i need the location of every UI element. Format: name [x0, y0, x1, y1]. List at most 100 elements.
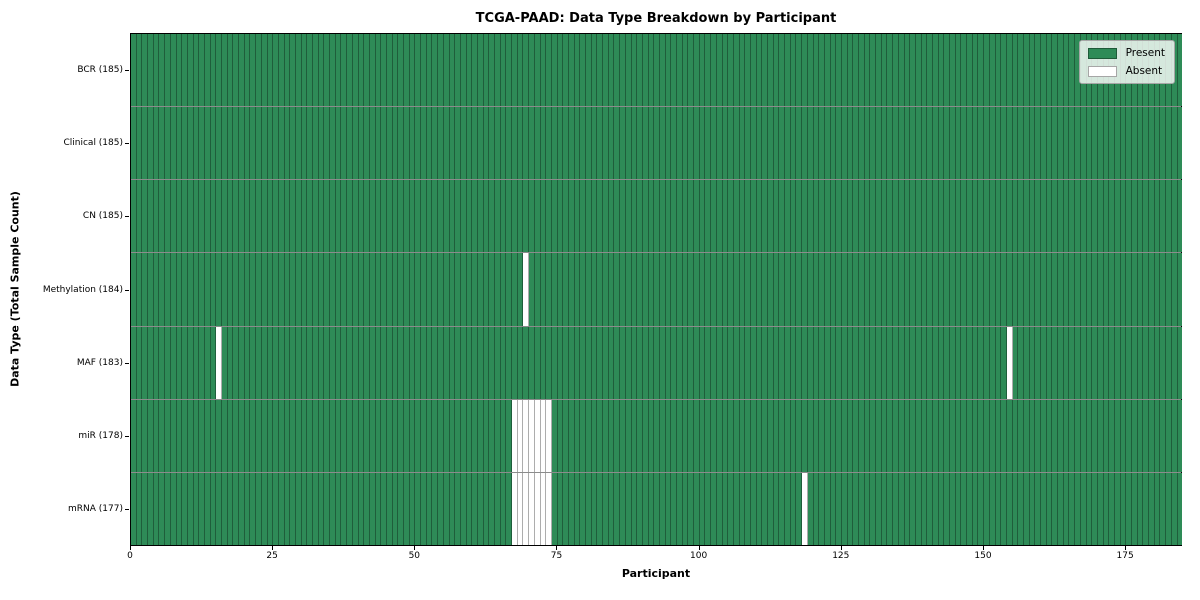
matrix-cell	[500, 253, 507, 326]
matrix-cell	[1092, 180, 1098, 253]
matrix-cell	[745, 399, 751, 472]
matrix-cell	[1006, 180, 1013, 253]
matrix-cell	[659, 326, 666, 399]
matrix-cell	[313, 399, 319, 472]
matrix-cell	[210, 326, 217, 399]
matrix-cell	[870, 253, 877, 326]
matrix-cell	[1132, 180, 1138, 253]
matrix-cell	[967, 472, 973, 545]
matrix-cell	[523, 107, 530, 180]
matrix-cell	[927, 472, 933, 545]
matrix-cell	[603, 472, 609, 545]
matrix-cell	[1166, 399, 1172, 472]
matrix-cell	[807, 180, 814, 253]
matrix-cell	[705, 399, 712, 472]
matrix-cell	[1120, 253, 1127, 326]
matrix-cell	[1109, 472, 1115, 545]
matrix-cell	[853, 472, 859, 545]
matrix-cell	[915, 472, 922, 545]
matrix-cell	[409, 107, 416, 180]
matrix-cell	[227, 399, 234, 472]
matrix-cell	[705, 34, 712, 107]
matrix-cell	[768, 472, 774, 545]
matrix-cell	[131, 253, 137, 326]
matrix-cell	[938, 180, 945, 253]
matrix-cell	[1023, 180, 1030, 253]
matrix-cell	[176, 399, 183, 472]
matrix-cell	[1052, 326, 1059, 399]
matrix-cell	[347, 253, 353, 326]
matrix-cell	[1097, 399, 1104, 472]
matrix-cell	[381, 180, 387, 253]
matrix-cell	[927, 326, 933, 399]
matrix-cell	[483, 107, 490, 180]
matrix-cell	[563, 180, 569, 253]
matrix-cell	[950, 180, 956, 253]
matrix-cell	[813, 180, 820, 253]
matrix-cell	[153, 180, 160, 253]
x-tick-label: 150	[974, 551, 992, 561]
matrix-cell	[426, 180, 433, 253]
matrix-cell	[910, 253, 916, 326]
matrix-cell	[1046, 180, 1053, 253]
matrix-cell	[233, 472, 240, 545]
matrix-cell	[182, 107, 188, 180]
matrix-cell	[284, 107, 291, 180]
matrix-cell	[688, 253, 695, 326]
matrix-cell	[1120, 180, 1127, 253]
matrix-cell	[529, 472, 535, 545]
matrix-cell	[364, 180, 370, 253]
matrix-cell	[142, 34, 149, 107]
matrix-cell	[318, 472, 325, 545]
matrix-cell	[529, 399, 535, 472]
matrix-cell	[290, 34, 296, 107]
matrix-cell	[290, 399, 296, 472]
matrix-cell	[460, 34, 467, 107]
matrix-cell	[1041, 472, 1047, 545]
matrix-cell	[443, 399, 450, 472]
matrix-cell	[1137, 253, 1144, 326]
matrix-cell	[540, 180, 547, 253]
x-tick-label: 125	[832, 551, 850, 561]
matrix-cell	[358, 34, 365, 107]
matrix-cell	[830, 180, 837, 253]
matrix-cell	[597, 472, 604, 545]
matrix-cell	[1012, 399, 1019, 472]
matrix-cell	[648, 180, 655, 253]
matrix-cell	[290, 472, 296, 545]
matrix-cell	[529, 107, 535, 180]
matrix-cell	[250, 326, 257, 399]
matrix-cell	[603, 107, 609, 180]
matrix-cell	[967, 180, 973, 253]
matrix-cell	[807, 34, 814, 107]
matrix-cell	[551, 472, 558, 545]
matrix-cell	[859, 326, 865, 399]
matrix-cell	[921, 399, 928, 472]
matrix-cell	[910, 34, 916, 107]
matrix-cell	[290, 107, 296, 180]
matrix-cell	[768, 107, 774, 180]
matrix-cell	[1126, 253, 1132, 326]
matrix-cell	[642, 34, 649, 107]
matrix-cell	[677, 472, 683, 545]
matrix-cell	[807, 326, 814, 399]
matrix-cell	[625, 399, 632, 472]
matrix-cell	[153, 253, 160, 326]
matrix-cell	[495, 34, 501, 107]
matrix-cell	[893, 253, 899, 326]
matrix-cell	[324, 472, 331, 545]
matrix-cell	[1171, 180, 1178, 253]
matrix-cell	[472, 34, 478, 107]
matrix-cell	[1097, 472, 1104, 545]
matrix-cell	[864, 326, 871, 399]
matrix-cell	[148, 326, 154, 399]
matrix-cell	[364, 326, 370, 399]
matrix-cell	[295, 326, 302, 399]
matrix-cell	[984, 180, 990, 253]
matrix-cell	[455, 326, 461, 399]
matrix-cell	[1126, 107, 1132, 180]
matrix-cell	[210, 34, 217, 107]
matrix-cell	[574, 180, 581, 253]
matrix-cell	[904, 180, 911, 253]
matrix-cell	[722, 34, 729, 107]
